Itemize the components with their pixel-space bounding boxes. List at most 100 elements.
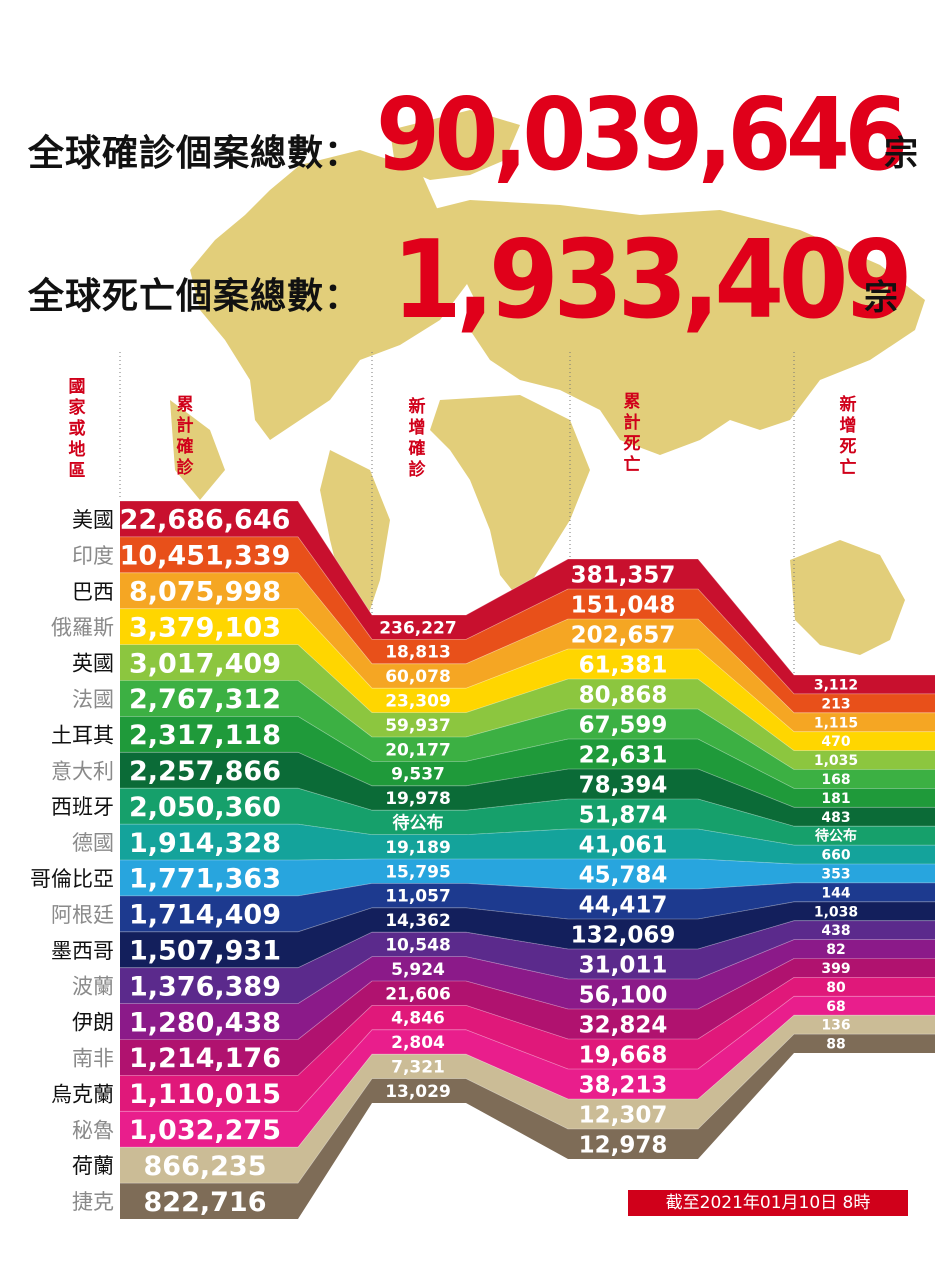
country-label: 烏克蘭 [51, 1082, 114, 1106]
new-cases-value: 23,309 [385, 692, 451, 712]
band-edge-1 [120, 500, 935, 676]
band-14 [120, 920, 935, 1004]
new-deaths-value: 136 [821, 1018, 850, 1034]
country-label: 印度 [72, 544, 114, 568]
band-edge-3 [120, 572, 935, 714]
column-guides [119, 352, 795, 675]
new-deaths-value: 144 [821, 885, 850, 901]
band-edge-11 [120, 858, 935, 865]
country-label: 哥倫比亞 [30, 867, 114, 891]
band-18 [120, 996, 935, 1148]
cumulative-deaths-value: 51,874 [579, 802, 668, 828]
cumulative-cases-value: 1,214,176 [129, 1043, 281, 1074]
band-edge-16 [120, 958, 935, 1040]
country-label: 美國 [72, 508, 114, 532]
new-deaths-value: 1,035 [814, 753, 858, 769]
new-cases-value: 7,321 [391, 1058, 445, 1078]
new-cases-value: 19,189 [385, 838, 451, 858]
band-1 [120, 501, 935, 694]
cumulative-deaths-value: 12,978 [579, 1132, 668, 1158]
country-label: 西班牙 [51, 795, 114, 819]
band-10 [120, 824, 935, 864]
new-deaths-value: 88 [826, 1037, 845, 1053]
new-deaths-value: 80 [826, 980, 846, 996]
new-deaths-value: 168 [821, 772, 850, 788]
country-label: 波蘭 [72, 975, 114, 999]
country-label: 荷蘭 [72, 1154, 114, 1178]
band-4 [120, 608, 935, 751]
band-7 [120, 716, 935, 808]
global-deaths-unit: 宗 [864, 278, 898, 318]
global-cases-unit: 宗 [884, 134, 918, 174]
cumulative-deaths-value: 22,631 [579, 742, 668, 768]
cumulative-cases-value: 22,686,646 [120, 505, 291, 536]
header-cumulative-cases: 累計確診 [176, 395, 194, 478]
new-cases-value: 14,362 [385, 911, 451, 931]
new-cases-value: 59,937 [385, 716, 451, 736]
cumulative-deaths-value: 19,668 [579, 1042, 668, 1068]
cumulative-cases-value: 10,451,339 [120, 541, 291, 572]
country-label: 墨西哥 [51, 939, 114, 963]
cumulative-cases-value: 8,075,998 [129, 577, 281, 608]
global-cases-label: 全球確診個案總數： [28, 133, 362, 174]
cumulative-deaths-value: 56,100 [579, 982, 668, 1008]
cumulative-deaths-value: 61,381 [579, 652, 668, 678]
cumulative-cases-value: 1,507,931 [129, 936, 281, 967]
new-cases-value: 9,537 [391, 765, 445, 785]
new-deaths-value: 483 [821, 810, 850, 826]
new-deaths-value: 3,112 [814, 678, 858, 694]
band-3 [120, 572, 935, 732]
cumulative-cases-value: 3,379,103 [129, 612, 281, 643]
cumulative-deaths-value: 381,357 [571, 562, 676, 588]
new-deaths-value: 353 [821, 867, 850, 883]
country-label: 南非 [72, 1047, 114, 1071]
band-edge-8 [120, 751, 935, 808]
cumulative-deaths-value: 38,213 [579, 1072, 668, 1098]
header-cumulative-deaths: 累計死亡 [623, 392, 641, 475]
band-12 [120, 882, 935, 932]
new-cases-value: 5,924 [391, 960, 445, 980]
new-deaths-value: 待公布 [815, 828, 857, 845]
band-edge-18 [120, 995, 935, 1112]
band-8 [120, 752, 935, 827]
new-deaths-value: 438 [821, 923, 850, 939]
band-15 [120, 939, 935, 1040]
country-label: 捷克 [72, 1190, 114, 1214]
country-label: 秘魯 [72, 1118, 114, 1142]
new-cases-value: 待公布 [393, 813, 444, 834]
band-13 [120, 901, 935, 968]
band-edge-9 [120, 787, 935, 827]
cumulative-deaths-value: 132,069 [571, 922, 676, 948]
as-of-date: 截至2021年01月10日 8時 [628, 1190, 908, 1216]
new-cases-value: 236,227 [379, 618, 456, 638]
cumulative-cases-value: 1,714,409 [129, 900, 281, 931]
cumulative-deaths-value: 78,394 [579, 772, 668, 798]
new-deaths-value: 68 [826, 999, 845, 1015]
new-cases-value: 60,078 [385, 667, 451, 687]
country-label: 俄羅斯 [51, 616, 114, 640]
new-deaths-value: 399 [821, 961, 850, 977]
band-9 [120, 788, 935, 846]
cumulative-cases-value: 2,257,866 [129, 756, 281, 787]
ribbon-bands [120, 500, 935, 1219]
new-cases-value: 18,813 [385, 643, 451, 663]
band-edge-20 [120, 1033, 935, 1184]
band-2 [120, 536, 935, 713]
cumulative-deaths-value: 31,011 [579, 952, 668, 978]
band-19 [120, 1015, 935, 1184]
band-edge-13 [120, 901, 935, 933]
cumulative-deaths-value: 44,417 [579, 892, 668, 918]
country-label: 土耳其 [51, 723, 114, 747]
band-5 [120, 644, 935, 770]
cumulative-cases-value: 2,050,360 [129, 792, 281, 823]
header-new-deaths: 新增死亡 [839, 395, 857, 478]
cumulative-cases-value: 2,767,312 [129, 684, 281, 715]
new-cases-value: 13,029 [385, 1082, 451, 1102]
header-country: 國家或地區 [68, 377, 86, 481]
new-cases-value: 4,846 [391, 1009, 445, 1029]
cumulative-cases-value: 3,017,409 [129, 648, 281, 679]
cumulative-deaths-value: 202,657 [571, 622, 676, 648]
band-edge-17 [120, 977, 935, 1076]
cumulative-cases-value: 822,716 [144, 1187, 267, 1218]
